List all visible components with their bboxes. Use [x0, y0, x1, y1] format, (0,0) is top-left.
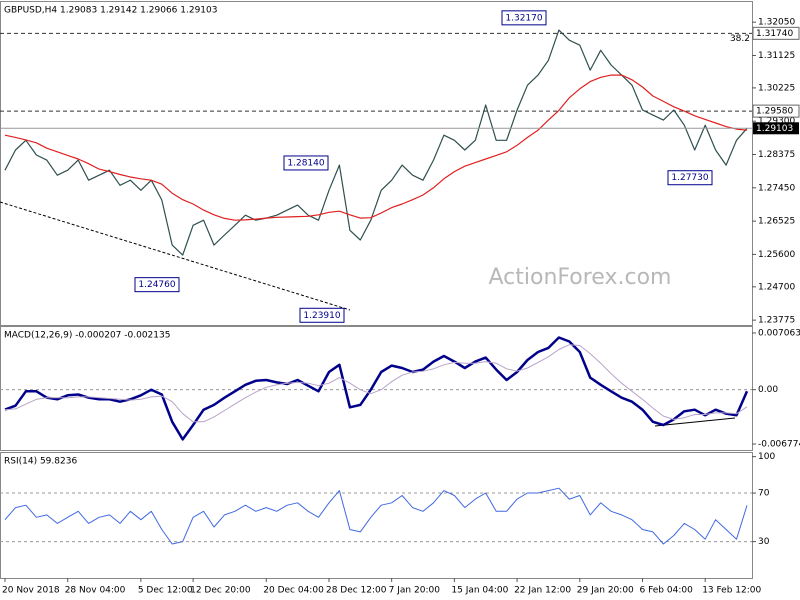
- last-price-box: [753, 122, 799, 135]
- x-tick-label: 13 Feb 12:00: [702, 586, 761, 596]
- y-tick-label: 30: [758, 537, 770, 547]
- y-tick-label: 100: [758, 452, 775, 462]
- macd-trend-line: [654, 417, 736, 427]
- annotation-box: [299, 307, 345, 323]
- series-line: [4, 74, 748, 221]
- x-tick-label: 20 Nov 2018: [2, 586, 60, 596]
- level-label: 1.29580: [756, 107, 793, 117]
- macd-panel: [0, 326, 753, 451]
- x-tick-label: 6 Feb 04:00: [639, 586, 693, 596]
- trend-line: [0, 201, 351, 311]
- last-price-label: 1.29103: [756, 124, 793, 134]
- y-tick-label: -0.006774: [758, 440, 800, 450]
- annotation-box: [283, 155, 329, 171]
- y-tick-label: 1.24700: [758, 282, 795, 292]
- y-tick-label: 70: [758, 489, 770, 499]
- y-tick-label: 1.26525: [758, 217, 795, 227]
- y-tick-label: 0.007063: [758, 328, 800, 338]
- panel-title: RSI(14) 59.8236: [4, 457, 77, 467]
- annotation-label: 1.32170: [505, 13, 542, 23]
- series-line: [4, 29, 748, 256]
- rsi-panel: [0, 452, 753, 579]
- y-tick-label: 1.23775: [758, 316, 795, 326]
- x-tick-label: 20 Dec 04:00: [263, 586, 324, 596]
- x-tick-label: 7 Jan 20:00: [389, 586, 441, 596]
- annotation-box: [134, 277, 180, 293]
- panel-title: GBPUSD,H4 1.29083 1.29142 1.29066 1.2910…: [4, 6, 217, 16]
- y-tick-label: 0.00: [758, 385, 778, 395]
- level-label: 1.31740: [756, 29, 793, 39]
- plot-layer: GBPUSD,H4 1.29083 1.29142 1.29066 1.2910…: [0, 6, 800, 596]
- y-tick-label: 1.29300: [758, 117, 795, 127]
- y-tick-label: 1.27450: [758, 183, 795, 193]
- price-panel: [0, 1, 753, 326]
- annotation-box: [667, 170, 713, 186]
- panel-title: MACD(12,26,9) -0.000207 -0.002135: [4, 331, 170, 341]
- annotation-box: [501, 10, 547, 26]
- annotation-label: 1.28140: [287, 158, 324, 168]
- x-tick-label: 28 Nov 04:00: [65, 586, 126, 596]
- y-tick-label: 1.28375: [758, 150, 795, 160]
- x-tick-label: 22 Jan 12:00: [514, 586, 571, 596]
- annotation-label: 1.23910: [303, 311, 340, 321]
- y-tick-label: 1.32050: [758, 18, 795, 28]
- fib-label: 38.2: [730, 34, 750, 44]
- x-tick-label: 12 Dec 20:00: [190, 586, 251, 596]
- annotation-label: 1.24760: [138, 280, 175, 290]
- level-label-box: [752, 104, 800, 118]
- y-tick-label: 1.25600: [758, 250, 795, 260]
- y-tick-label: 1.31125: [758, 51, 795, 61]
- y-tick-label: 1.30225: [758, 83, 795, 93]
- x-tick-label: 29 Jan 20:00: [577, 586, 634, 596]
- series-line: [4, 344, 748, 423]
- x-tick-label: 15 Jan 04:00: [451, 586, 508, 596]
- series-line: [4, 487, 748, 545]
- x-tick-label: 28 Dec 12:00: [326, 586, 387, 596]
- watermark: ActionForex.com: [489, 265, 672, 290]
- x-tick-label: 5 Dec 12:00: [138, 586, 193, 596]
- level-label-box: [752, 26, 800, 40]
- annotation-label: 1.27730: [671, 173, 708, 183]
